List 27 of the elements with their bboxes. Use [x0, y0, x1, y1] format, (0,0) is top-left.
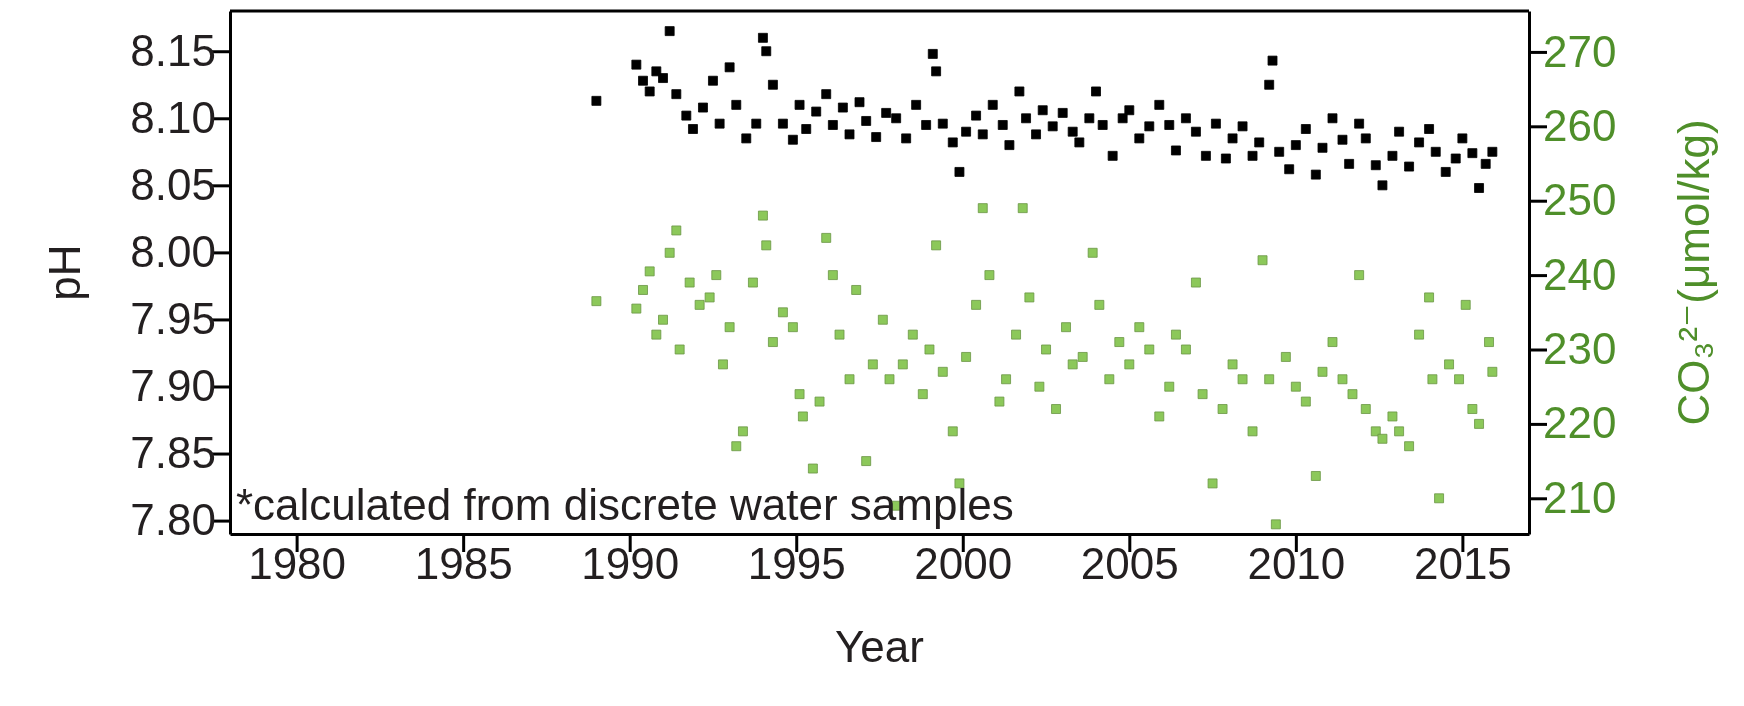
y-tick-label: 8.10	[130, 92, 216, 142]
y-tick-label: 8.05	[130, 159, 216, 209]
annotation: *calculated from discrete water samples	[236, 480, 1014, 529]
x-tick-label: 1980	[248, 539, 347, 589]
y-tick-label: 8.15	[130, 25, 216, 75]
x-tick-label: 2005	[1080, 539, 1179, 589]
y-tick-label: 7.85	[130, 428, 216, 478]
y-tick-label: 7.90	[130, 361, 216, 411]
y2-tick-label: 220	[1543, 398, 1617, 448]
x-tick-label: 2000	[914, 539, 1013, 589]
y2-tick-label: 230	[1543, 324, 1617, 374]
x-tick-label: 2015	[1413, 539, 1512, 589]
y2-tick-label: 270	[1543, 26, 1617, 76]
x-tick-label: 1985	[414, 539, 513, 589]
y2-axis-title: CO₃²⁻(μmol/kg)	[1669, 119, 1718, 426]
y2-tick-label: 250	[1543, 175, 1617, 225]
y-tick-label: 7.80	[130, 495, 216, 545]
x-axis-title: Year	[835, 622, 924, 671]
y2-tick-label: 240	[1543, 249, 1617, 299]
y-axis-title: pH	[40, 244, 89, 301]
x-tick-label: 2010	[1247, 539, 1346, 589]
y2-tick-label: 210	[1543, 472, 1617, 522]
y2-tick-label: 260	[1543, 100, 1617, 150]
x-tick-label: 1990	[581, 539, 680, 589]
x-tick-label: 1995	[747, 539, 846, 589]
y-tick-label: 7.95	[130, 294, 216, 344]
y-tick-label: 8.00	[130, 226, 216, 276]
